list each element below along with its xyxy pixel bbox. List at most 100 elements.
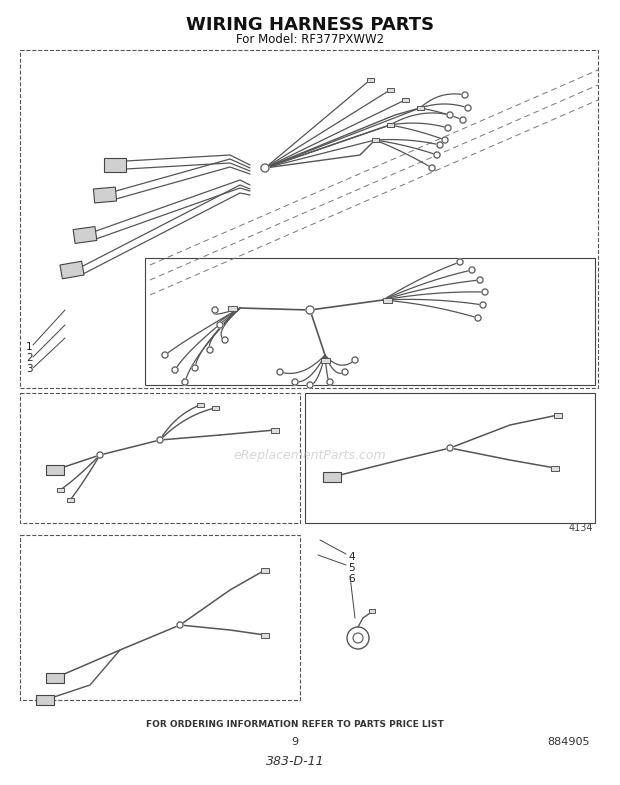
Circle shape — [222, 337, 228, 343]
Circle shape — [97, 452, 103, 458]
Bar — [271, 428, 279, 433]
Circle shape — [460, 117, 466, 123]
Bar — [417, 106, 423, 110]
Text: 1: 1 — [26, 342, 33, 352]
FancyBboxPatch shape — [323, 472, 341, 482]
Bar — [56, 488, 63, 492]
Text: WIRING HARNESS PARTS: WIRING HARNESS PARTS — [186, 16, 434, 34]
Text: 6: 6 — [348, 574, 355, 584]
Circle shape — [192, 365, 198, 371]
Circle shape — [469, 267, 475, 273]
Circle shape — [222, 337, 228, 343]
Bar — [66, 498, 74, 502]
Bar — [261, 633, 269, 637]
Circle shape — [217, 322, 223, 328]
Circle shape — [212, 307, 218, 313]
Circle shape — [447, 112, 453, 118]
Circle shape — [207, 347, 213, 353]
Text: 884905: 884905 — [547, 737, 590, 747]
Circle shape — [460, 117, 466, 123]
Bar — [20, 535, 300, 700]
Circle shape — [172, 367, 178, 373]
Circle shape — [342, 369, 348, 375]
Circle shape — [465, 105, 471, 111]
FancyBboxPatch shape — [60, 261, 84, 279]
Bar — [386, 88, 394, 92]
Circle shape — [445, 125, 451, 131]
Circle shape — [177, 622, 183, 628]
FancyBboxPatch shape — [94, 187, 117, 203]
Bar — [551, 466, 559, 470]
Circle shape — [465, 105, 471, 111]
Circle shape — [307, 382, 313, 388]
Circle shape — [162, 352, 168, 358]
Circle shape — [342, 369, 348, 375]
Circle shape — [462, 92, 468, 98]
Circle shape — [261, 164, 269, 172]
Bar — [228, 305, 236, 311]
Bar — [371, 138, 378, 142]
Bar — [20, 393, 300, 523]
Circle shape — [352, 357, 358, 363]
Circle shape — [482, 289, 488, 295]
Circle shape — [429, 165, 435, 171]
Text: eReplacementParts.com: eReplacementParts.com — [234, 450, 386, 462]
FancyBboxPatch shape — [104, 158, 126, 172]
Circle shape — [292, 379, 298, 385]
Bar — [369, 609, 375, 613]
Text: 4: 4 — [348, 552, 355, 562]
Circle shape — [457, 259, 463, 265]
Circle shape — [434, 152, 440, 158]
FancyBboxPatch shape — [73, 227, 97, 243]
Circle shape — [447, 445, 453, 451]
Circle shape — [447, 112, 453, 118]
FancyBboxPatch shape — [36, 695, 54, 705]
Bar — [211, 406, 218, 410]
Circle shape — [462, 92, 468, 98]
Text: 4134: 4134 — [569, 523, 593, 533]
Bar — [402, 98, 409, 102]
Circle shape — [157, 437, 163, 443]
Circle shape — [437, 142, 443, 148]
Text: 5: 5 — [348, 563, 355, 573]
Circle shape — [469, 267, 475, 273]
Circle shape — [277, 369, 283, 375]
Text: For Model: RF377PXWW2: For Model: RF377PXWW2 — [236, 33, 384, 46]
Circle shape — [212, 307, 218, 313]
Circle shape — [192, 365, 198, 371]
Bar — [145, 258, 595, 385]
Circle shape — [434, 152, 440, 158]
Circle shape — [482, 289, 488, 295]
Circle shape — [429, 165, 435, 171]
Circle shape — [182, 379, 188, 385]
FancyBboxPatch shape — [46, 673, 64, 683]
Bar — [321, 357, 329, 363]
Circle shape — [327, 379, 333, 385]
Text: 9: 9 — [291, 737, 299, 747]
Circle shape — [172, 367, 178, 373]
Circle shape — [477, 277, 483, 283]
Bar — [261, 568, 269, 572]
Bar — [366, 78, 373, 82]
Circle shape — [480, 302, 486, 308]
Bar — [386, 123, 394, 127]
Circle shape — [447, 445, 453, 451]
Circle shape — [261, 164, 269, 172]
Bar — [305, 393, 595, 523]
Bar — [386, 123, 394, 127]
Text: 3: 3 — [26, 364, 33, 374]
Circle shape — [306, 306, 314, 314]
Circle shape — [306, 306, 314, 314]
Circle shape — [182, 379, 188, 385]
Circle shape — [442, 137, 448, 143]
Circle shape — [97, 452, 103, 458]
Text: 383-D-11: 383-D-11 — [266, 755, 324, 768]
Bar — [20, 50, 598, 388]
Circle shape — [475, 315, 481, 321]
Circle shape — [207, 347, 213, 353]
Bar — [197, 403, 203, 407]
Circle shape — [277, 369, 283, 375]
Bar — [383, 298, 391, 302]
Circle shape — [217, 322, 223, 328]
Circle shape — [352, 357, 358, 363]
